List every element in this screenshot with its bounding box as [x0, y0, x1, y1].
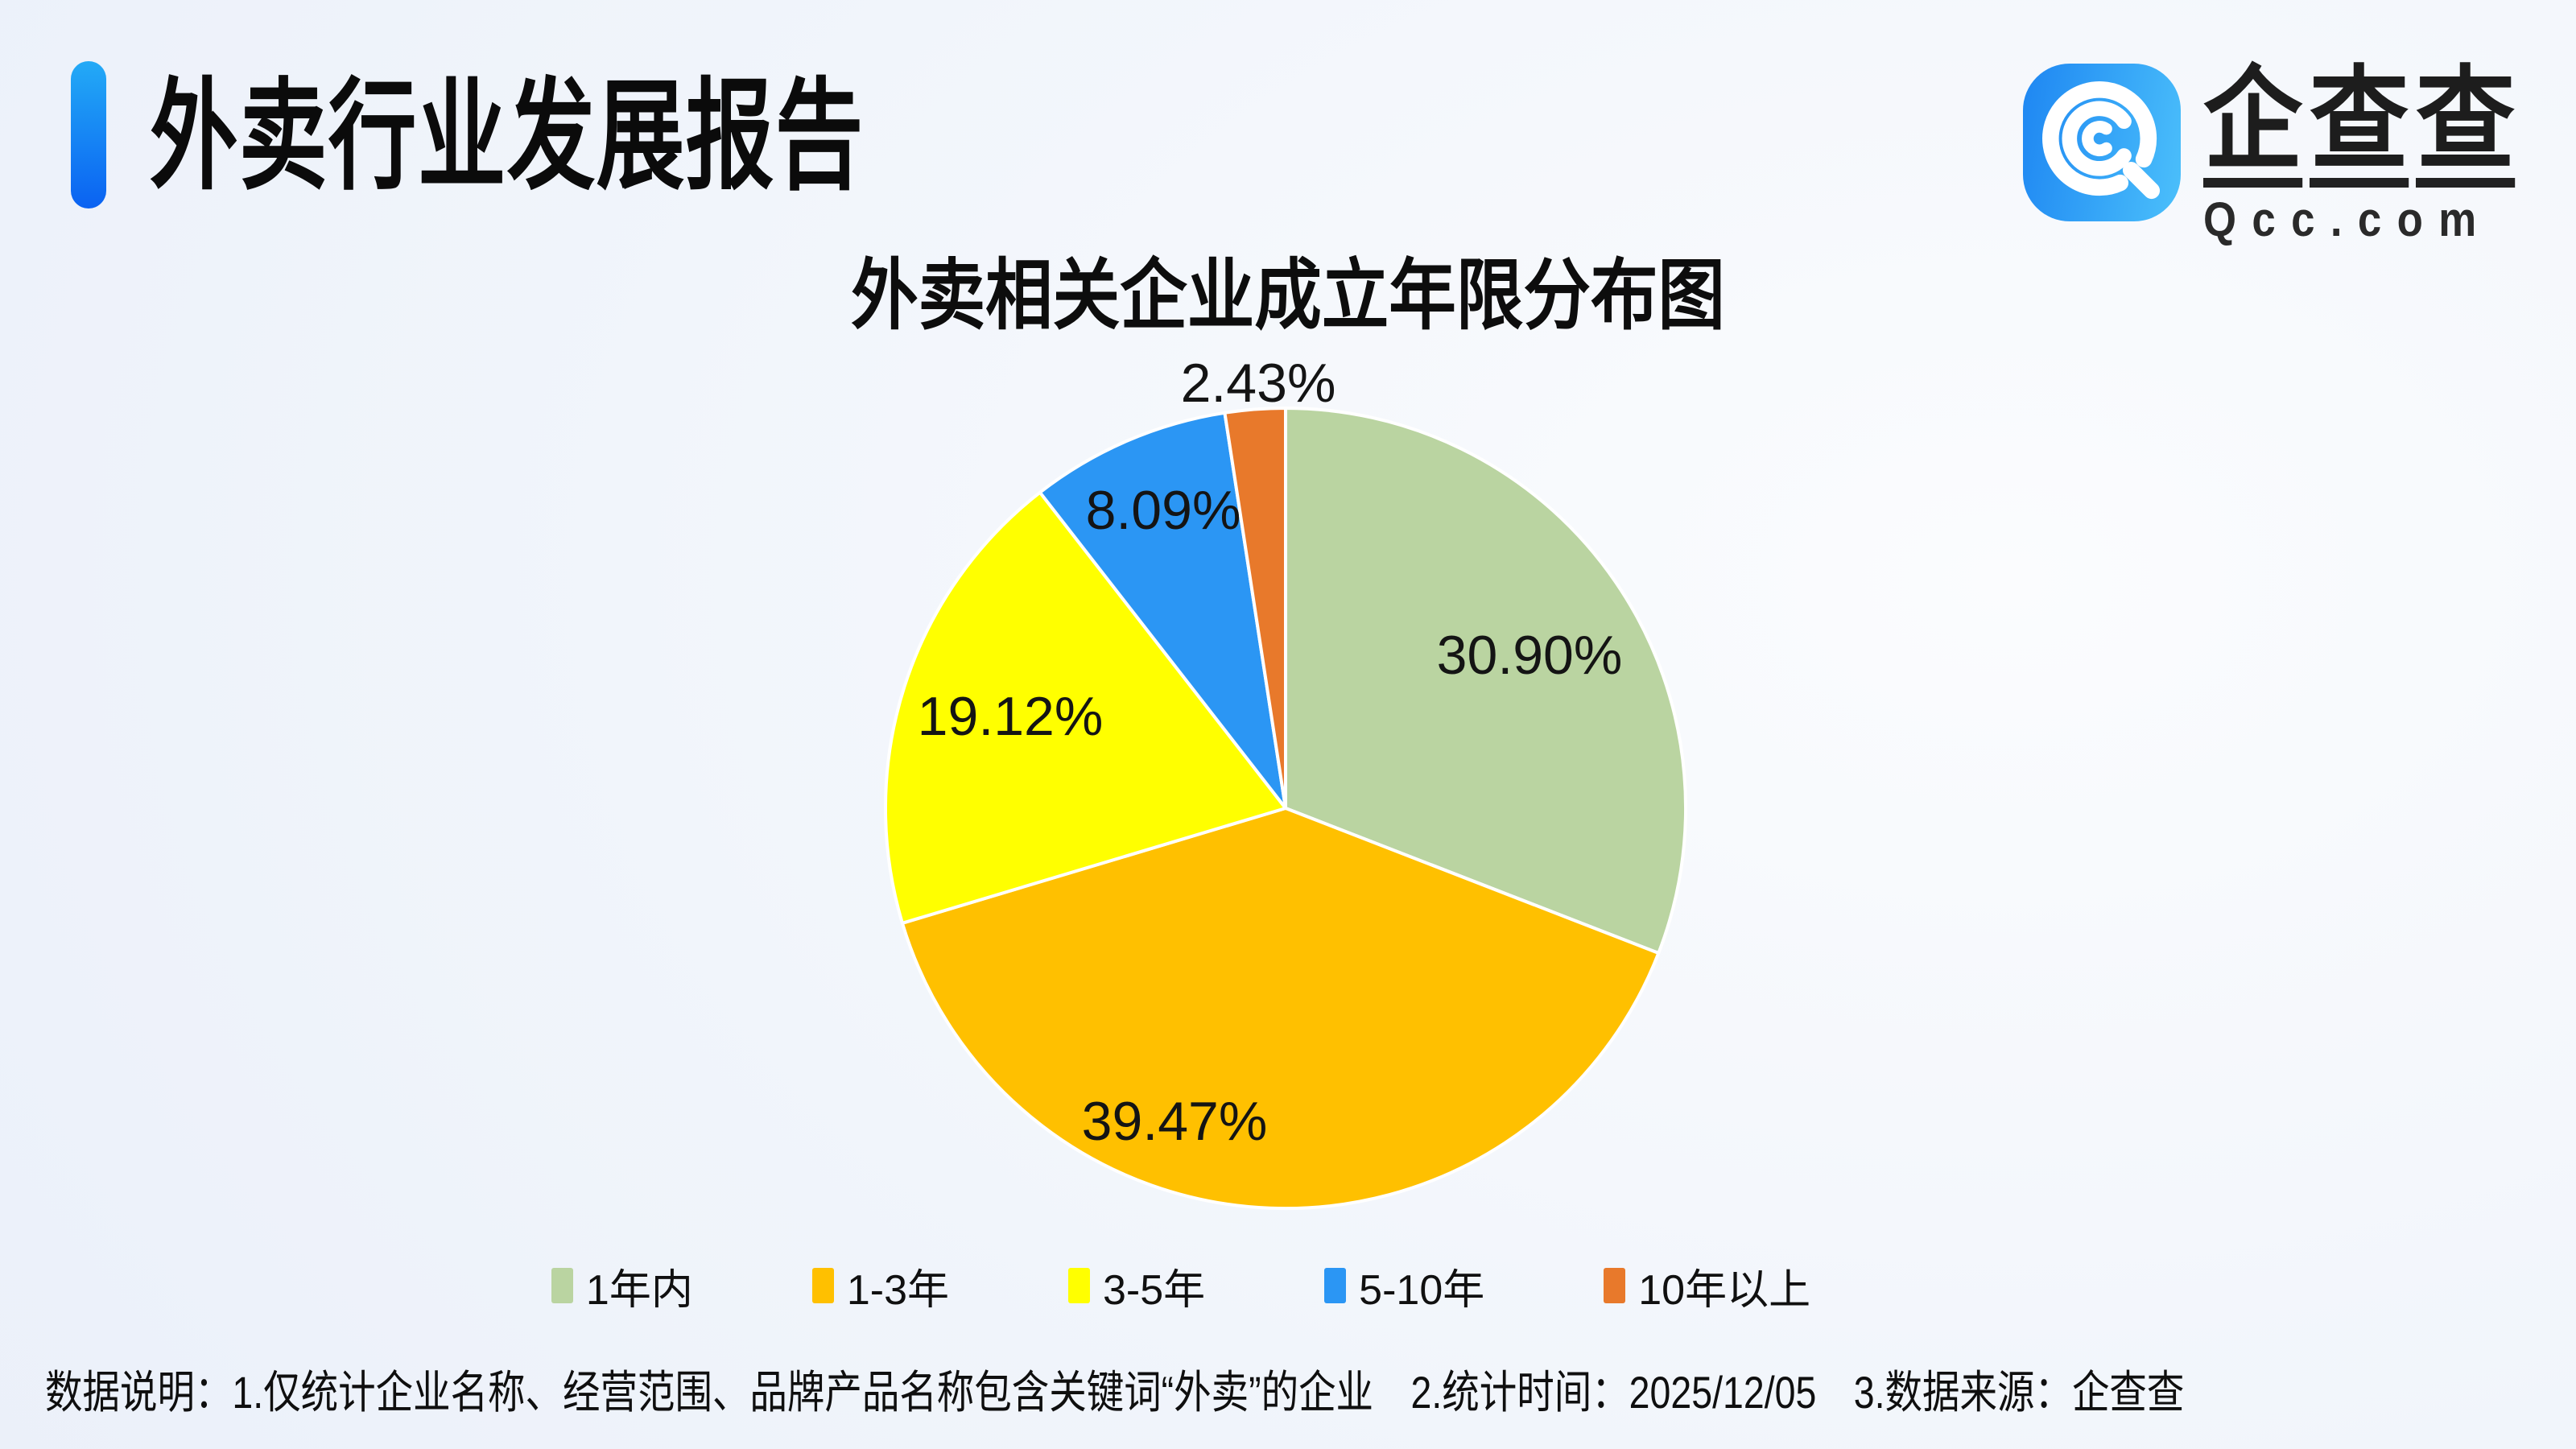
- pie-slice-2[interactable]: [883, 490, 1287, 925]
- legend-item-2[interactable]: 3-5年: [1068, 1256, 1205, 1316]
- chart-title-row: 外卖相关企业成立年限分布图: [0, 254, 2576, 338]
- pie-slice-3[interactable]: [1038, 411, 1287, 810]
- qcc-magnifier-glyph: [2042, 81, 2161, 200]
- legend-swatch: [551, 1268, 573, 1303]
- qcc-logo-text: 企查查 Qcc.com: [2203, 64, 2522, 244]
- data-note: 数据说明：1.仅统计企业名称、经营范围、品牌产品名称包含关键词“外卖”的企业 2…: [45, 1367, 2185, 1418]
- qcc-logo-char: 查: [2416, 64, 2516, 188]
- legend-label: 5-10年: [1359, 1266, 1485, 1314]
- legend-item-4[interactable]: 10年以上: [1604, 1256, 1810, 1316]
- legend-item-1[interactable]: 1-3年: [811, 1256, 949, 1316]
- qcc-logo: 企查查 Qcc.com: [2023, 64, 2566, 244]
- legend-label: 10年以上: [1638, 1266, 1811, 1314]
- legend-item-0[interactable]: 1年内: [551, 1256, 693, 1316]
- page-title: 外卖行业发展报告: [150, 68, 865, 204]
- chart-legend: 1年内 1-3年 3-5年 5-10年 10年以上: [0, 1261, 2362, 1314]
- legend-label: 3-5年: [1103, 1266, 1206, 1314]
- legend-label: 1年内: [585, 1266, 693, 1314]
- legend-swatch: [1324, 1268, 1347, 1303]
- legend-swatch: [1068, 1268, 1090, 1303]
- qcc-magnifier-icon: [2023, 64, 2181, 221]
- legend-swatch: [1604, 1268, 1626, 1303]
- legend-label: 1-3年: [846, 1266, 949, 1314]
- legend-item-3[interactable]: 5-10年: [1324, 1256, 1484, 1316]
- qcc-logo-char: 企: [2203, 64, 2303, 188]
- pie-slice-0[interactable]: [1284, 407, 1688, 955]
- chart-title: 外卖相关企业成立年限分布图: [851, 253, 1725, 339]
- qcc-logo-char: 查: [2310, 64, 2409, 188]
- pie-slice-4[interactable]: [1223, 407, 1287, 810]
- qcc-logo-domain: Qcc.com: [2203, 192, 2492, 246]
- header-accent-bar: [71, 61, 106, 208]
- pie-svg: [883, 407, 1688, 1211]
- pie-chart: [875, 398, 1696, 1219]
- legend-swatch: [811, 1268, 834, 1303]
- pie-slice-1[interactable]: [900, 807, 1661, 1211]
- qcc-logo-name: 企查查: [2203, 64, 2522, 188]
